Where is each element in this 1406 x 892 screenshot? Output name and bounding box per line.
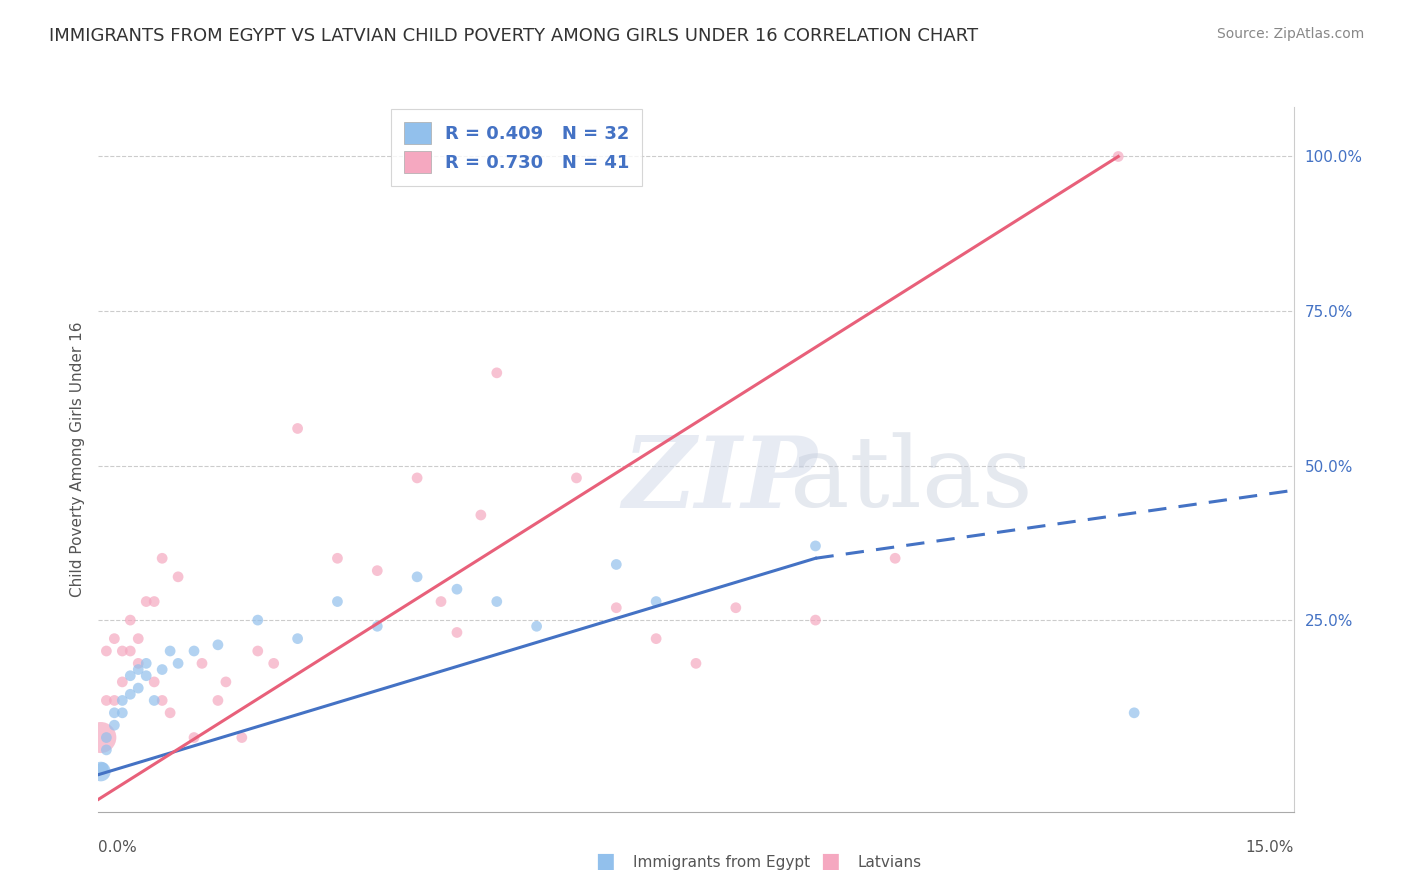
Point [605,600,627,615]
Point [96,743,118,757]
Point [470,508,492,522]
Point [263,657,285,671]
Point [215,674,238,689]
Point [103,693,125,707]
Point [446,582,468,597]
Text: ■: ■ [820,851,839,871]
Point [804,613,827,627]
Point [159,644,181,658]
Point [406,471,429,485]
Point [127,681,149,695]
Text: atlas: atlas [790,433,1032,528]
Point [366,564,388,578]
Point [90,764,112,779]
Text: Source: ZipAtlas.com: Source: ZipAtlas.com [1216,27,1364,41]
Point [207,638,229,652]
Point [143,674,166,689]
Point [287,632,309,646]
Point [127,663,149,677]
Point [91,761,114,775]
Text: 0.0%: 0.0% [98,840,138,855]
Point [111,706,134,720]
Point [804,539,827,553]
Point [724,600,747,615]
Text: ZIP: ZIP [623,433,817,529]
Point [326,594,349,608]
Point [120,644,142,658]
Point [485,594,508,608]
Point [167,657,190,671]
Point [326,551,349,566]
Point [135,657,157,671]
Point [1123,706,1146,720]
Point [685,657,707,671]
Point [287,421,309,435]
Point [127,657,149,671]
Point [231,731,253,745]
Point [120,613,142,627]
Point [103,632,125,646]
Point [246,613,269,627]
Point [167,570,190,584]
Point [143,693,166,707]
Point [96,693,118,707]
Point [111,693,134,707]
Point [183,644,205,658]
Point [96,644,118,658]
Text: 15.0%: 15.0% [1246,840,1294,855]
Point [120,669,142,683]
Text: IMMIGRANTS FROM EGYPT VS LATVIAN CHILD POVERTY AMONG GIRLS UNDER 16 CORRELATION : IMMIGRANTS FROM EGYPT VS LATVIAN CHILD P… [49,27,979,45]
Text: Immigrants from Egypt: Immigrants from Egypt [633,855,810,870]
Point [143,594,166,608]
Y-axis label: Child Poverty Among Girls Under 16: Child Poverty Among Girls Under 16 [69,322,84,597]
Point [191,657,214,671]
Point [246,644,269,658]
Point [1107,149,1129,163]
Point [150,693,173,707]
Legend: R = 0.409   N = 32, R = 0.730   N = 41: R = 0.409 N = 32, R = 0.730 N = 41 [391,109,643,186]
Point [645,594,668,608]
Point [135,594,157,608]
Point [111,674,134,689]
Point [120,687,142,701]
Point [96,731,118,745]
Point [485,366,508,380]
Point [565,471,588,485]
Point [150,663,173,677]
Point [103,706,125,720]
Point [406,570,429,584]
Text: ■: ■ [595,851,614,871]
Point [645,632,668,646]
Point [446,625,468,640]
Point [207,693,229,707]
Point [430,594,453,608]
Point [150,551,173,566]
Point [135,669,157,683]
Point [366,619,388,633]
Point [90,731,112,745]
Text: Latvians: Latvians [858,855,922,870]
Point [127,632,149,646]
Point [159,706,181,720]
Point [103,718,125,732]
Point [111,644,134,658]
Point [605,558,627,572]
Point [526,619,548,633]
Point [183,731,205,745]
Point [884,551,907,566]
